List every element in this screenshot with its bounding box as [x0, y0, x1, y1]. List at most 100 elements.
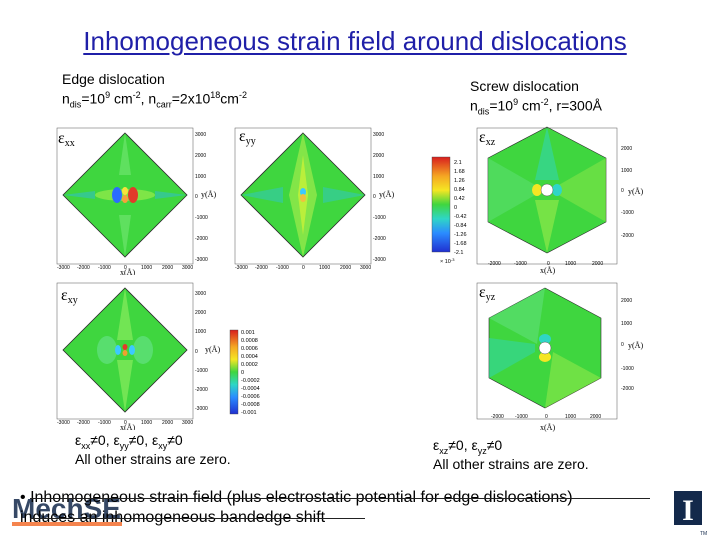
svg-text:-1000: -1000 [621, 366, 634, 372]
plot-exz-ylabel: y(Å) [628, 187, 643, 196]
plot-eyz-xlabel: x(Å) [540, 423, 555, 432]
plot-eyy-svg: εyy 3000 2000 1000 0 -1000 -2000 -3000 y… [233, 125, 398, 275]
svg-text:3000: 3000 [182, 265, 193, 271]
svg-text:-1.68: -1.68 [454, 241, 467, 247]
svg-text:2000: 2000 [373, 153, 384, 159]
illinois-logo-svg: I TM [674, 491, 707, 537]
svg-text:-3000: -3000 [57, 420, 70, 426]
svg-text:-2000: -2000 [621, 233, 634, 239]
svg-text:-1000: -1000 [195, 368, 208, 374]
strike-line-2 [30, 518, 365, 519]
svg-text:2000: 2000 [195, 310, 206, 316]
screw-nonzero-strains: εxz≠0, εyz≠0 [433, 437, 503, 456]
svg-text:0: 0 [547, 261, 550, 267]
plot-exy-xticks: -3000 -2000 -1000 0 1000 2000 3000 [57, 420, 193, 426]
conclusion-text: • Inhomogeneous strain field (plus elect… [20, 488, 660, 528]
plot-exx-ylabel: y(Å) [201, 190, 216, 199]
plot-exx-xlabel: x(Å) [120, 268, 135, 275]
svg-text:1000: 1000 [373, 174, 384, 180]
svg-text:-0.001: -0.001 [241, 410, 257, 416]
svg-text:1000: 1000 [319, 265, 330, 271]
svg-text:3000: 3000 [373, 132, 384, 138]
svg-text:3000: 3000 [195, 132, 206, 138]
plot-eyy-label: εyy [239, 128, 256, 147]
plot-exy-xlabel: x(Å) [120, 423, 135, 430]
svg-text:-1.26: -1.26 [454, 232, 467, 238]
svg-text:0: 0 [241, 370, 244, 376]
svg-text:-2000: -2000 [77, 265, 90, 271]
svg-text:0: 0 [124, 265, 127, 271]
svg-text:1000: 1000 [565, 414, 576, 420]
svg-text:-1000: -1000 [514, 261, 527, 267]
svg-text:-0.42: -0.42 [454, 214, 467, 220]
svg-text:0: 0 [621, 188, 624, 194]
edge-heading-title: Edge dislocation [62, 71, 165, 87]
svg-text:TM: TM [700, 531, 707, 537]
svg-text:0: 0 [302, 265, 305, 271]
svg-text:3000: 3000 [182, 420, 193, 426]
bullet-marker: • [20, 489, 26, 506]
screw-colorbar-svg: 2.1 1.68 1.26 0.84 0.42 0 -0.42 -0.84 -1… [431, 156, 467, 265]
plot-exx-label: εxx [58, 130, 75, 149]
plot-exz-yticks: 2000 1000 0 -1000 -2000 [621, 146, 634, 239]
svg-text:0: 0 [545, 414, 548, 420]
svg-text:0.0004: 0.0004 [241, 354, 258, 360]
illinois-logo: I TM [670, 487, 710, 537]
plot-exz-xticks: -2000 -1000 0 1000 2000 [488, 261, 603, 267]
svg-text:2000: 2000 [162, 265, 173, 271]
svg-text:-2000: -2000 [195, 387, 208, 393]
edge-colorbar-svg: 0.001 0.0008 0.0006 0.0004 0.0002 0 -0.0… [229, 329, 260, 416]
svg-text:-3000: -3000 [195, 406, 208, 412]
svg-text:0: 0 [621, 342, 624, 348]
svg-text:-2000: -2000 [373, 236, 386, 242]
svg-text:-1000: -1000 [373, 215, 386, 221]
svg-text:2000: 2000 [621, 146, 632, 152]
plot-exz-xlabel: x(Å) [540, 266, 555, 275]
svg-text:2000: 2000 [592, 261, 603, 267]
plot-exy: εxy 3000 2000 1000 0 -1000 -2000 -3000 y… [55, 280, 225, 430]
svg-text:0: 0 [373, 194, 376, 200]
svg-text:-0.0008: -0.0008 [241, 402, 260, 408]
svg-text:1000: 1000 [621, 321, 632, 327]
svg-text:0: 0 [195, 349, 198, 355]
plot-exz: εxz 2000 1000 0 -1000 -2000 y(Å) -2000 -… [475, 125, 685, 275]
svg-text:0.0002: 0.0002 [241, 362, 258, 368]
svg-text:-2000: -2000 [195, 236, 208, 242]
strike-line-1 [30, 498, 650, 499]
plot-exy-svg: εxy 3000 2000 1000 0 -1000 -2000 -3000 y… [55, 280, 225, 430]
svg-text:-0.0002: -0.0002 [241, 378, 260, 384]
svg-text:2000: 2000 [621, 298, 632, 304]
plot-exy-label: εxy [61, 287, 78, 306]
svg-text:-1000: -1000 [621, 210, 634, 216]
svg-text:2000: 2000 [340, 265, 351, 271]
svg-text:0.0006: 0.0006 [241, 346, 258, 352]
svg-text:-3000: -3000 [235, 265, 248, 271]
svg-text:-1000: -1000 [98, 265, 111, 271]
svg-text:-0.0004: -0.0004 [241, 386, 260, 392]
svg-text:1000: 1000 [565, 261, 576, 267]
svg-text:0.42: 0.42 [454, 196, 465, 202]
screw-zero-strains: All other strains are zero. [433, 456, 589, 472]
svg-text:1000: 1000 [195, 329, 206, 335]
svg-text:2.1: 2.1 [454, 160, 462, 166]
svg-text:2000: 2000 [590, 414, 601, 420]
svg-text:2000: 2000 [195, 153, 206, 159]
svg-text:-3000: -3000 [195, 257, 208, 263]
screw-heading-title: Screw dislocation [470, 78, 579, 94]
edge-density: ndis=109 cm-2, ncarr=2x1018cm-2 [62, 90, 247, 110]
plot-exy-ylabel: y(Å) [205, 345, 220, 354]
plot-eyz-label: εyz [479, 284, 496, 303]
svg-text:-2000: -2000 [491, 414, 504, 420]
svg-text:-2.1: -2.1 [454, 250, 463, 256]
svg-text:0.84: 0.84 [454, 187, 465, 193]
plot-exx-yticks: 3000 2000 1000 0 -1000 -2000 -3000 [195, 132, 208, 263]
edge-heading: Edge dislocation ndis=109 cm-2, ncarr=2x… [62, 71, 247, 112]
svg-text:I: I [682, 494, 694, 527]
svg-text:0.001: 0.001 [241, 330, 255, 336]
plot-exx-xticks: -3000 -2000 -1000 0 1000 2000 3000 [57, 265, 193, 271]
svg-text:-1000: -1000 [195, 215, 208, 221]
svg-text:-1000: -1000 [515, 414, 528, 420]
plot-eyz-yticks: 2000 1000 0 -1000 -2000 [621, 298, 634, 392]
plot-eyy-ylabel: y(Å) [379, 190, 394, 199]
svg-text:-3000: -3000 [373, 257, 386, 263]
